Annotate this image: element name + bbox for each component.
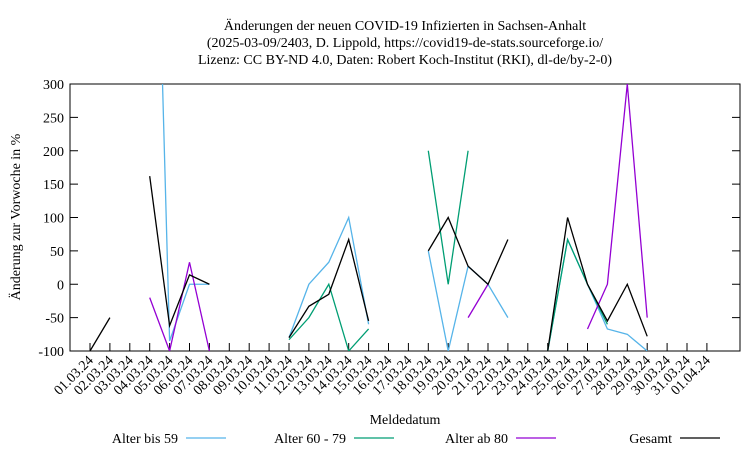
y-tick-label: 200: [43, 145, 64, 160]
series-line: [89, 176, 648, 351]
plot-frame: [69, 83, 741, 352]
y-tick-label: 0: [57, 278, 64, 293]
series-line: [288, 150, 608, 351]
y-axis-label: Änderung zur Vorwoche in %: [7, 133, 24, 300]
legend-label: Gesamt: [629, 432, 672, 447]
legend-label: Alter bis 59: [112, 432, 178, 447]
chart-title: Änderungen der neuen COVID-19 Infizierte…: [224, 17, 586, 34]
series-line: [149, 84, 648, 351]
y-tick-label: -50: [45, 312, 64, 327]
y-tick-label: 250: [43, 111, 64, 126]
x-axis-label: Meldedatum: [370, 413, 441, 428]
chart-title: (2025-03-09/2403, D. Lippold, https://co…: [207, 36, 603, 51]
series-line: [161, 84, 648, 351]
y-tick-label: 300: [43, 78, 64, 93]
y-tick-label: -100: [38, 345, 64, 360]
y-tick-label: 150: [43, 178, 64, 193]
legend-label: Alter ab 80: [445, 432, 508, 447]
legend-label: Alter 60 - 79: [274, 432, 346, 447]
plot-area: [89, 84, 648, 351]
chart-title: Lizenz: CC BY-ND 4.0, Daten: Robert Koch…: [198, 53, 612, 68]
y-tick-label: 50: [50, 245, 64, 260]
y-tick-label: 100: [43, 212, 64, 227]
